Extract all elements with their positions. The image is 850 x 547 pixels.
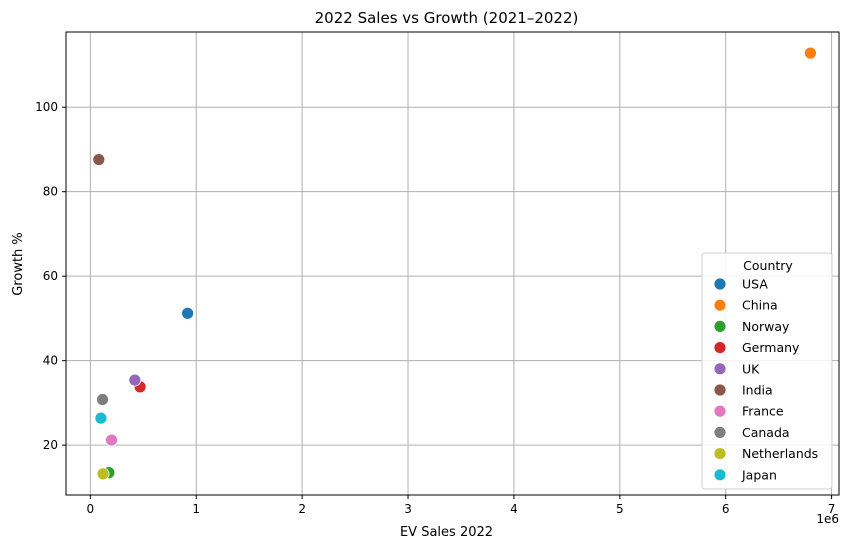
legend-marker-usa [713, 277, 727, 291]
legend-label-china: China [742, 298, 778, 313]
x-tick-label: 7 [828, 502, 836, 516]
point-france [105, 433, 118, 447]
point-japan [94, 411, 108, 425]
legend-box [701, 252, 833, 490]
point-canada [96, 393, 109, 406]
x-axis-label: EV Sales 2022 [400, 525, 493, 540]
legend-label-canada: Canada [742, 425, 790, 440]
data-points [92, 46, 817, 481]
legend-label-usa: USA [742, 277, 768, 292]
y-tick-label: 80 [43, 185, 58, 199]
x-tick-label: 0 [87, 502, 95, 516]
x-axis-offset-label: 1e6 [816, 512, 839, 526]
legend-label-uk: UK [742, 361, 760, 376]
legend-marker-germany [713, 341, 727, 355]
y-tick-label: 20 [43, 438, 58, 452]
legend-marker-france [713, 404, 727, 418]
x-tick-label: 2 [298, 502, 306, 516]
point-uk [128, 373, 142, 387]
legend-marker-norway [713, 319, 727, 333]
x-tick-label: 3 [404, 502, 412, 516]
axes: 0 1 2 3 4 5 6 7 20 40 60 80 100 [35, 31, 840, 516]
legend-marker-uk [713, 362, 727, 376]
plot-frame [65, 31, 840, 496]
legend-label-germany: Germany [742, 340, 800, 355]
legend-marker-japan [713, 468, 727, 482]
y-tick-label: 100 [35, 100, 58, 114]
legend-title: Country [743, 258, 793, 273]
point-netherlands [96, 467, 110, 481]
y-axis-label: Growth % [11, 232, 26, 296]
legend-label-japan: Japan [741, 467, 777, 482]
legend: Country USA China Norway Germany UK India Franc… [701, 252, 833, 490]
point-china [804, 46, 817, 60]
x-tick-label: 4 [510, 502, 518, 516]
legend-label-france: France [742, 404, 784, 419]
legend-marker-canada [713, 425, 727, 439]
legend-label-netherlands: Netherlands [742, 446, 818, 461]
x-tick-label: 6 [722, 502, 730, 516]
point-usa [181, 306, 195, 320]
legend-label-norway: Norway [742, 319, 790, 334]
y-tick-label: 40 [43, 354, 58, 368]
point-india [92, 153, 106, 166]
legend-marker-india [713, 383, 727, 397]
chart-title: 2022 Sales vs Growth (2021–2022) [315, 9, 579, 27]
legend-marker-china [713, 298, 727, 312]
legend-label-india: India [742, 383, 773, 398]
legend-marker-netherlands [713, 447, 727, 461]
y-tick-label: 60 [43, 269, 58, 283]
x-tick-label: 1 [192, 502, 200, 516]
x-tick-label: 5 [616, 502, 624, 516]
